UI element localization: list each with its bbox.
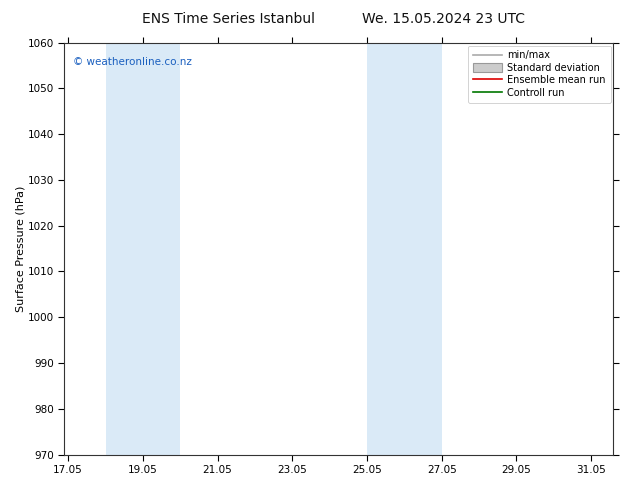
Text: We. 15.05.2024 23 UTC: We. 15.05.2024 23 UTC: [362, 12, 526, 26]
Bar: [367, 43, 442, 455]
Bar: [105, 43, 180, 455]
Text: © weatheronline.co.nz: © weatheronline.co.nz: [73, 57, 191, 67]
Text: ENS Time Series Istanbul: ENS Time Series Istanbul: [142, 12, 314, 26]
Legend: min/max, Standard deviation, Ensemble mean run, Controll run: min/max, Standard deviation, Ensemble me…: [469, 46, 611, 102]
Y-axis label: Surface Pressure (hPa): Surface Pressure (hPa): [15, 185, 25, 312]
